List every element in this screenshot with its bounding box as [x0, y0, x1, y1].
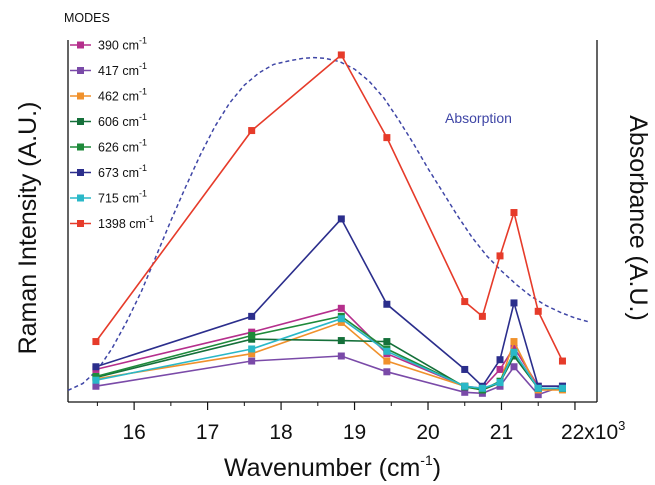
x-tick-exponent: 3 — [618, 418, 625, 433]
legend-marker — [77, 144, 84, 151]
x-tick-label: 17 — [196, 421, 219, 444]
legend-marker — [77, 67, 84, 74]
data-point — [338, 215, 345, 222]
x-tick-label: 20 — [416, 421, 439, 444]
legend-title: MODES — [64, 11, 110, 25]
data-point — [92, 377, 99, 384]
data-point — [510, 338, 517, 345]
data-point — [248, 358, 255, 365]
data-point — [479, 313, 486, 320]
data-point — [497, 252, 504, 259]
data-point — [479, 385, 486, 392]
data-point — [338, 305, 345, 312]
data-point — [92, 338, 99, 345]
data-point — [535, 385, 542, 392]
data-point — [338, 315, 345, 322]
data-point — [383, 338, 390, 345]
data-point — [383, 301, 390, 308]
data-point — [559, 385, 566, 392]
data-point — [497, 379, 504, 386]
data-point — [510, 299, 517, 306]
data-point — [338, 353, 345, 360]
data-point — [461, 298, 468, 305]
data-point — [383, 368, 390, 375]
legend: MODES390 cm-1417 cm-1462 cm-1606 cm-1626… — [64, 11, 154, 231]
data-point — [535, 308, 542, 315]
x-tick-label: 21 — [490, 421, 513, 444]
data-point — [338, 51, 345, 58]
data-point — [248, 345, 255, 352]
data-point — [497, 366, 504, 373]
data-point — [510, 349, 517, 356]
data-point — [383, 134, 390, 141]
legend-marker — [77, 42, 84, 49]
data-point — [92, 363, 99, 370]
x-tick-label: 19 — [343, 421, 366, 444]
legend-marker — [77, 195, 84, 202]
legend-marker — [77, 93, 84, 100]
data-point — [248, 332, 255, 339]
x-axis-title: Wavenumber (cm-1) — [224, 452, 441, 482]
x-tick-label: 16 — [122, 421, 145, 444]
data-point — [559, 358, 566, 365]
data-point — [248, 127, 255, 134]
x-tick-label: 18 — [269, 421, 292, 444]
legend-marker — [77, 118, 84, 125]
x-tick-label: 22x103 — [561, 418, 625, 444]
data-point — [510, 209, 517, 216]
y-axis-left-title: Raman Intensity (A.U.) — [14, 102, 42, 355]
data-point — [338, 337, 345, 344]
data-point — [92, 383, 99, 390]
data-point — [383, 348, 390, 355]
data-point — [383, 358, 390, 365]
data-point — [461, 383, 468, 390]
data-point — [248, 313, 255, 320]
legend-marker — [77, 169, 84, 176]
legend-marker — [77, 220, 84, 227]
data-point — [461, 366, 468, 373]
data-point — [497, 356, 504, 363]
absorption-annotation: Absorption — [445, 110, 512, 126]
legend-label: 1398 cm-1 — [98, 214, 154, 231]
y-axis-right-title: Absorbance (A.U.) — [624, 115, 652, 321]
data-point — [510, 363, 517, 370]
